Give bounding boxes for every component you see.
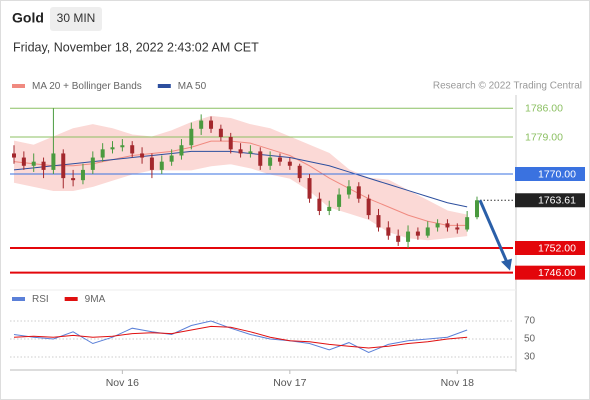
candle-body [12, 153, 16, 158]
level-box [515, 265, 585, 280]
candle-body [406, 231, 411, 242]
bollinger-lower [13, 163, 468, 241]
candle-body [100, 149, 105, 158]
legend-swatch [157, 84, 171, 88]
candle-body [317, 198, 322, 211]
instrument-title: Gold [12, 10, 44, 26]
candle-body [179, 145, 184, 156]
projection-arrowhead [501, 258, 512, 271]
candle-body [159, 161, 164, 170]
y-tick-label: 50 [524, 334, 536, 345]
candle-body [189, 128, 194, 146]
candle-body [61, 153, 66, 179]
rsi-line [13, 320, 468, 354]
candle-body [258, 151, 263, 166]
candle-body [21, 157, 26, 166]
source: Research © 2022 Trading Central [433, 81, 582, 92]
candle-body [80, 169, 85, 181]
moving-average [13, 140, 468, 226]
candle-body [475, 200, 479, 218]
legend-swatch [12, 297, 25, 301]
candle-body [238, 149, 243, 154]
level-label: 1786.00 [525, 103, 563, 115]
candle-body [386, 227, 391, 236]
candle-body [396, 235, 401, 242]
candle-body [465, 217, 470, 230]
timeframe-badge [50, 7, 102, 31]
candle-body [209, 120, 214, 129]
legend-label: MA 20 + Bollinger Bands [32, 81, 142, 92]
candle-body [90, 157, 95, 170]
last-price-box [515, 193, 585, 208]
candle-body [41, 161, 46, 170]
last-price-label: 1763.61 [538, 195, 576, 207]
rsi-line [13, 325, 468, 349]
level-label: 1770.00 [538, 168, 576, 180]
candle-body [110, 147, 115, 150]
level-label: 1779.00 [525, 131, 563, 143]
candle-body [376, 215, 381, 228]
legend-swatch [64, 297, 78, 301]
x-tick-label: Nov 18 [441, 377, 474, 389]
candle-body [218, 128, 223, 137]
candle-body [435, 223, 440, 228]
candle-body [455, 227, 460, 230]
datetime: Friday, November 18, 2022 2:43:02 AM CET [13, 40, 259, 54]
x-tick-label: Nov 16 [106, 377, 139, 389]
y-tick-label: 70 [524, 316, 536, 327]
candle-body [120, 145, 125, 148]
candle-body [130, 145, 135, 154]
candle-body [51, 153, 56, 170]
bollinger-upper [13, 115, 468, 216]
legend-label: RSI [32, 294, 49, 305]
level-box [515, 241, 585, 255]
y-tick-label: 30 [524, 352, 536, 363]
level-box [515, 167, 585, 181]
candle-body [149, 157, 154, 170]
candle-body [327, 206, 332, 211]
candle-body [71, 178, 76, 181]
candle-body [346, 186, 351, 195]
legend-label: MA 50 [178, 81, 207, 92]
candle-body [366, 198, 371, 216]
x-tick-label: Nov 17 [273, 377, 306, 389]
candle-body [169, 155, 174, 162]
legend-label: 9MA [85, 294, 106, 305]
candle-body [199, 120, 204, 129]
candle-body [140, 153, 145, 158]
candle-body [228, 137, 233, 150]
candle-body [445, 223, 450, 228]
candle-body [248, 151, 253, 154]
bollinger-band [14, 116, 468, 240]
projection-arrow [478, 199, 510, 266]
candle-body [356, 186, 361, 199]
candle-body [415, 231, 420, 236]
legend-swatch [12, 84, 25, 88]
level-label: 1752.00 [538, 242, 576, 254]
timeframe: 30 MIN [57, 11, 96, 25]
candle-body [287, 161, 292, 166]
candle-body [268, 157, 273, 166]
candle-body [337, 194, 342, 207]
candle-body [277, 157, 282, 162]
candle-body [31, 161, 36, 166]
level-label: 1746.00 [538, 267, 576, 279]
candle-body [297, 165, 302, 179]
candle-body [307, 178, 312, 199]
candle-body [425, 227, 430, 236]
